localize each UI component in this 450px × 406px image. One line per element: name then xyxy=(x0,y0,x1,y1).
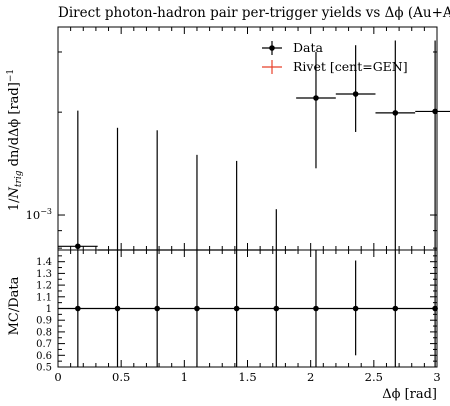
ratio-ylabel: MC/Data xyxy=(7,276,22,335)
ratio-y-tick-label: 0.7 xyxy=(36,339,52,350)
x-tick-label: 0.5 xyxy=(112,370,130,384)
ratio-point xyxy=(352,305,359,312)
ratio-plot-frame xyxy=(57,249,438,368)
chart-title: Direct photon-hadron pair per-trigger yi… xyxy=(58,5,450,21)
ratio-y-tick-label: 0.8 xyxy=(36,327,52,338)
x-tick-label: 1.5 xyxy=(238,370,256,384)
ratio-y-tick-label: 1.1 xyxy=(36,292,52,303)
ratio-point xyxy=(194,305,200,312)
ratio-point xyxy=(313,305,319,312)
ratio-y-tick-label: 0.5 xyxy=(36,363,52,374)
x-tick-label: 2 xyxy=(307,370,314,384)
ratio-ticks: 0 0.5 1 1.5 2 2.5 30.50.60.70.80.911.11.21.31.… xyxy=(36,249,441,384)
legend-data-marker xyxy=(269,45,275,51)
ratio-point xyxy=(273,305,280,312)
ratio-y-tick-label: 1 xyxy=(46,304,52,315)
xlabel: Δϕ [rad] xyxy=(382,387,437,402)
x-tick-label: 2.5 xyxy=(365,370,383,384)
ratio-y-tick-label: 0.9 xyxy=(36,316,52,327)
x-tick-label: 0 xyxy=(54,370,61,384)
x-tick-label: 1 xyxy=(181,370,188,384)
ratio-point xyxy=(154,305,160,312)
data-point xyxy=(392,110,399,116)
ratio-point xyxy=(75,305,81,312)
ratio-y-tick-label: 1.4 xyxy=(36,257,52,268)
ratio-point xyxy=(392,305,399,312)
ratio-point xyxy=(114,305,121,312)
main-ylabel: 1/Ntrig dn/dΔϕ [rad]−1 xyxy=(6,69,24,211)
data-point xyxy=(352,91,359,97)
main-plot: 10−3 xyxy=(26,26,450,251)
ratio-y-tick-label: 0.6 xyxy=(36,351,52,362)
data-point xyxy=(313,95,319,101)
legend-data-label: Data xyxy=(293,40,323,55)
legend: Data Rivet [cent=GEN] xyxy=(262,40,408,74)
x-tick-label: 3 xyxy=(433,370,440,384)
data-point xyxy=(75,243,81,250)
ratio-marks xyxy=(58,250,438,367)
legend-rivet-label: Rivet [cent=GEN] xyxy=(293,59,408,74)
y-tick-label: 10−3 xyxy=(26,207,52,222)
ratio-point xyxy=(233,305,240,312)
ratio-y-tick-label: 1.2 xyxy=(36,281,52,292)
ratio-plot: 0 0.5 1 1.5 2 2.5 30.50.60.70.80.911.11.21.31.… xyxy=(36,249,441,384)
ratio-y-tick-label: 1.3 xyxy=(36,269,52,280)
